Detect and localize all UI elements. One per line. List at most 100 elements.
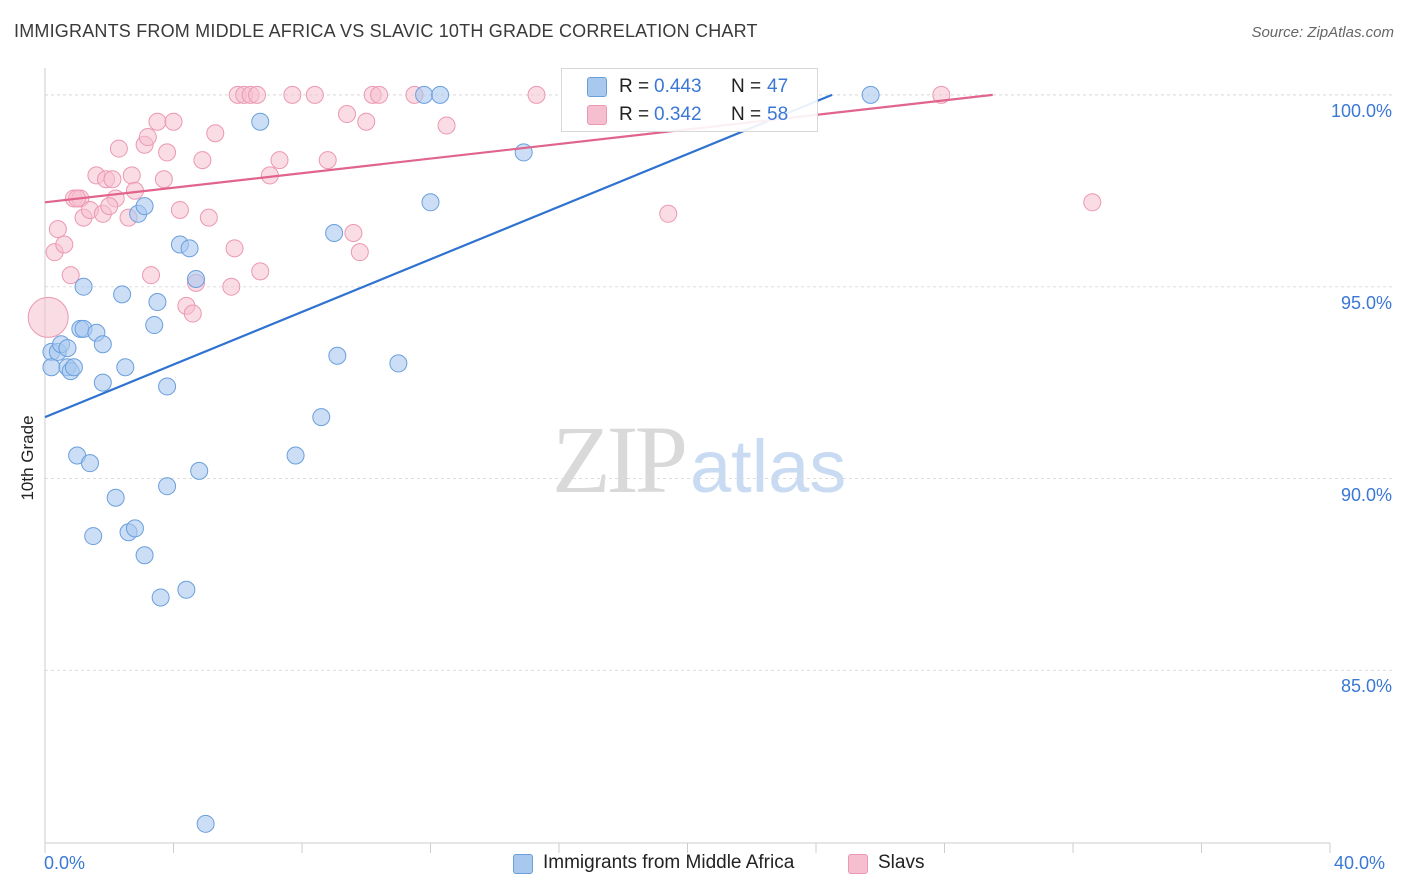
data-point-slavs [183,304,202,323]
data-point-slavs [138,128,157,147]
legend-swatch-pink [587,105,607,125]
data-point-middle-africa [186,270,205,289]
data-point-slavs [225,239,244,258]
watermark-zip: ZIP [552,406,688,513]
data-point-slavs [370,85,389,104]
data-point-middle-africa [93,373,112,392]
data-point-middle-africa [148,293,167,312]
data-point-slavs [248,85,267,104]
y-tick-label: 85.0% [1340,676,1392,697]
data-point-middle-africa [58,339,77,358]
data-point-middle-africa [325,223,344,242]
data-point-slavs [270,151,289,170]
data-point-middle-africa [861,85,880,104]
data-point-slavs [206,124,225,143]
data-point-slavs [305,85,324,104]
data-point-middle-africa [42,358,61,377]
slavs-points [27,85,1102,338]
data-point-slavs [164,112,183,131]
data-point-middle-africa [113,285,132,304]
data-point-slavs [437,116,456,135]
x-tick-label-min: 0.0% [44,853,86,873]
middle-africa-points [42,85,880,833]
data-point-middle-africa [415,85,434,104]
data-point-middle-africa [180,239,199,258]
data-point-slavs [61,266,80,285]
legend-label: Immigrants from Middle Africa [543,852,795,873]
legend-r-value: 0.342 [654,104,702,125]
data-point-middle-africa [106,488,125,507]
trend-line-middle-africa [44,93,833,419]
data-point-slavs [122,166,141,185]
data-point-middle-africa [125,519,144,538]
legend-label: Slavs [878,852,925,873]
data-point-middle-africa [328,346,347,365]
trend-lines [44,93,993,419]
legend-r-label: R = [619,76,650,97]
data-point-middle-africa [196,814,215,833]
legend-swatch-blue [587,77,607,97]
data-point-slavs [109,139,128,158]
data-point-slavs [170,200,189,219]
data-point-middle-africa [116,358,135,377]
correlation-legend: R = 0.443 N = 47 R = 0.342 N = 58 [561,68,818,132]
data-point-middle-africa [312,408,331,427]
data-point-slavs [357,112,376,131]
data-point-slavs [318,151,337,170]
x-tick-label-max: 40.0% [1334,853,1386,873]
trend-line-slavs [44,93,993,204]
data-point-middle-africa [431,85,450,104]
data-point-slavs [148,112,167,131]
legend-row-middle-africa: R = 0.443 N = 47 [562,73,817,101]
data-point-slavs [158,143,177,162]
data-point-middle-africa [84,527,103,546]
source-label: Source: ZipAtlas.com [1251,24,1394,41]
legend-n-label: N = [731,104,762,125]
data-point-slavs [337,105,356,124]
data-point-slavs [350,243,369,262]
data-point-slavs [55,235,74,254]
data-point-middle-africa [251,112,270,131]
data-point-slavs [142,266,161,285]
legend-n-value: 58 [767,104,789,125]
data-point-middle-africa [177,580,196,599]
data-point-slavs [283,85,302,104]
data-point-slavs [193,151,212,170]
data-point-slavs [251,262,270,281]
data-point-slavs [103,170,122,189]
data-point-middle-africa [190,461,209,480]
data-point-slavs [659,204,678,223]
data-point-slavs [100,197,119,216]
data-point-middle-africa [158,477,177,496]
data-point-middle-africa [135,197,154,216]
data-point-slavs [48,220,67,239]
data-point-middle-africa [64,358,83,377]
data-point-middle-africa [389,354,408,373]
data-point-slavs [27,296,69,338]
data-point-slavs [1083,193,1102,212]
watermark-atlas: atlas [690,425,847,508]
data-point-middle-africa [93,335,112,354]
data-point-middle-africa [135,546,154,565]
data-point-middle-africa [145,316,164,335]
grid-layer [45,94,1392,671]
data-point-slavs [222,277,241,296]
data-point-slavs [344,223,363,242]
legend-n-label: N = [731,76,762,97]
zipatlas-watermark: ZIPatlas [552,404,846,515]
data-point-middle-africa [421,193,440,212]
data-point-slavs [154,170,173,189]
y-tick-label: 95.0% [1340,292,1392,313]
y-tick-label: 90.0% [1340,484,1392,505]
data-point-middle-africa [74,277,93,296]
data-point-middle-africa [158,377,177,396]
data-point-middle-africa [286,446,305,465]
legend-swatch-blue [513,854,533,874]
data-point-slavs [199,208,218,227]
chart-title: IMMIGRANTS FROM MIDDLE AFRICA VS SLAVIC … [14,21,758,41]
legend-r-value: 0.443 [654,76,702,97]
axis-layer [44,68,1331,853]
data-point-middle-africa [80,454,99,473]
legend-n-value: 47 [767,76,789,97]
